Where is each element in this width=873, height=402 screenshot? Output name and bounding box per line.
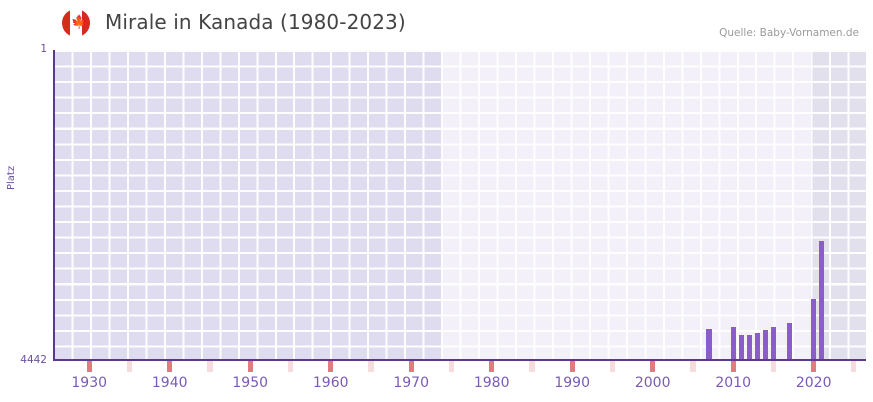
- x-axis: 1930 1940 1950 1960 1970 1980 1990 2000 2010 2020: [53, 361, 866, 391]
- page-title: Mirale in Kanada (1980-2023): [105, 10, 406, 34]
- x-tick-mark-2005: [690, 361, 696, 372]
- x-tick-mark-1935: [126, 361, 133, 372]
- x-tick-mark-1990: [569, 361, 575, 372]
- chart-source: Quelle: Baby-Vornamen.de: [719, 27, 859, 39]
- x-tick-mark-1950: [247, 361, 253, 372]
- x-tick-mark-2020: [811, 361, 817, 372]
- x-tick-mark-1955: [287, 361, 294, 372]
- x-tick-label-1950: 1950: [232, 375, 269, 391]
- bar-2015[interactable]: [770, 327, 776, 361]
- x-tick-label-2010: 2010: [715, 375, 751, 391]
- bar-2020[interactable]: [811, 298, 817, 361]
- plot-area: [53, 50, 866, 361]
- flag-band-left: [62, 9, 70, 37]
- x-tick-label-1930: 1930: [71, 375, 108, 391]
- x-tick-label-2000: 2000: [634, 375, 671, 391]
- bar-2021[interactable]: [819, 240, 825, 361]
- bar-2017[interactable]: [786, 323, 793, 361]
- axis-line-left: [53, 50, 55, 361]
- x-tick-mark-1980: [489, 361, 495, 372]
- x-tick-mark-1960: [328, 361, 334, 372]
- y-axis-label: Platz: [6, 165, 17, 190]
- x-tick-mark-1975: [448, 361, 454, 372]
- x-tick-mark-2015: [770, 361, 776, 372]
- y-axis: 1 4442 Platz: [0, 0, 53, 402]
- x-tick-label-1940: 1940: [151, 375, 188, 391]
- bar-2011[interactable]: [738, 334, 744, 361]
- x-tick-mark-1985: [529, 361, 535, 372]
- bar-series: [53, 50, 866, 361]
- bar-2012[interactable]: [746, 335, 752, 361]
- x-tick-mark-2025: [851, 361, 857, 372]
- y-tick-bottom: 4442: [20, 354, 47, 366]
- maple-leaf-icon: 🍁: [71, 15, 88, 30]
- x-tick-label-1960: 1960: [312, 375, 349, 391]
- x-tick-mark-1945: [207, 361, 213, 372]
- x-tick-mark-1995: [609, 361, 615, 372]
- axis-line-bottom: [53, 359, 866, 361]
- x-tick-mark-2000: [650, 361, 656, 372]
- y-tick-top: 1: [40, 43, 47, 55]
- x-tick-label-1970: 1970: [393, 375, 430, 391]
- bar-2013[interactable]: [754, 332, 760, 361]
- x-tick-mark-1940: [167, 361, 173, 372]
- x-tick-mark-1965: [368, 361, 374, 372]
- x-tick-label-2020: 2020: [795, 375, 832, 391]
- gridlines: [53, 50, 866, 361]
- x-tick-mark-1970: [408, 361, 414, 372]
- bar-2014[interactable]: [762, 329, 768, 361]
- bar-2007[interactable]: [706, 329, 712, 361]
- x-tick-mark-1930: [86, 361, 92, 372]
- bar-2010[interactable]: [730, 326, 736, 361]
- x-tick-label-1990: 1990: [554, 375, 591, 391]
- chart-header: 🍁 Mirale in Kanada (1980-2023) Quelle: B…: [0, 0, 873, 46]
- x-tick-mark-2010: [730, 361, 736, 372]
- canada-flag-icon: 🍁: [62, 9, 90, 37]
- flag-band-right: [82, 9, 90, 37]
- x-tick-label-1980: 1980: [473, 375, 510, 391]
